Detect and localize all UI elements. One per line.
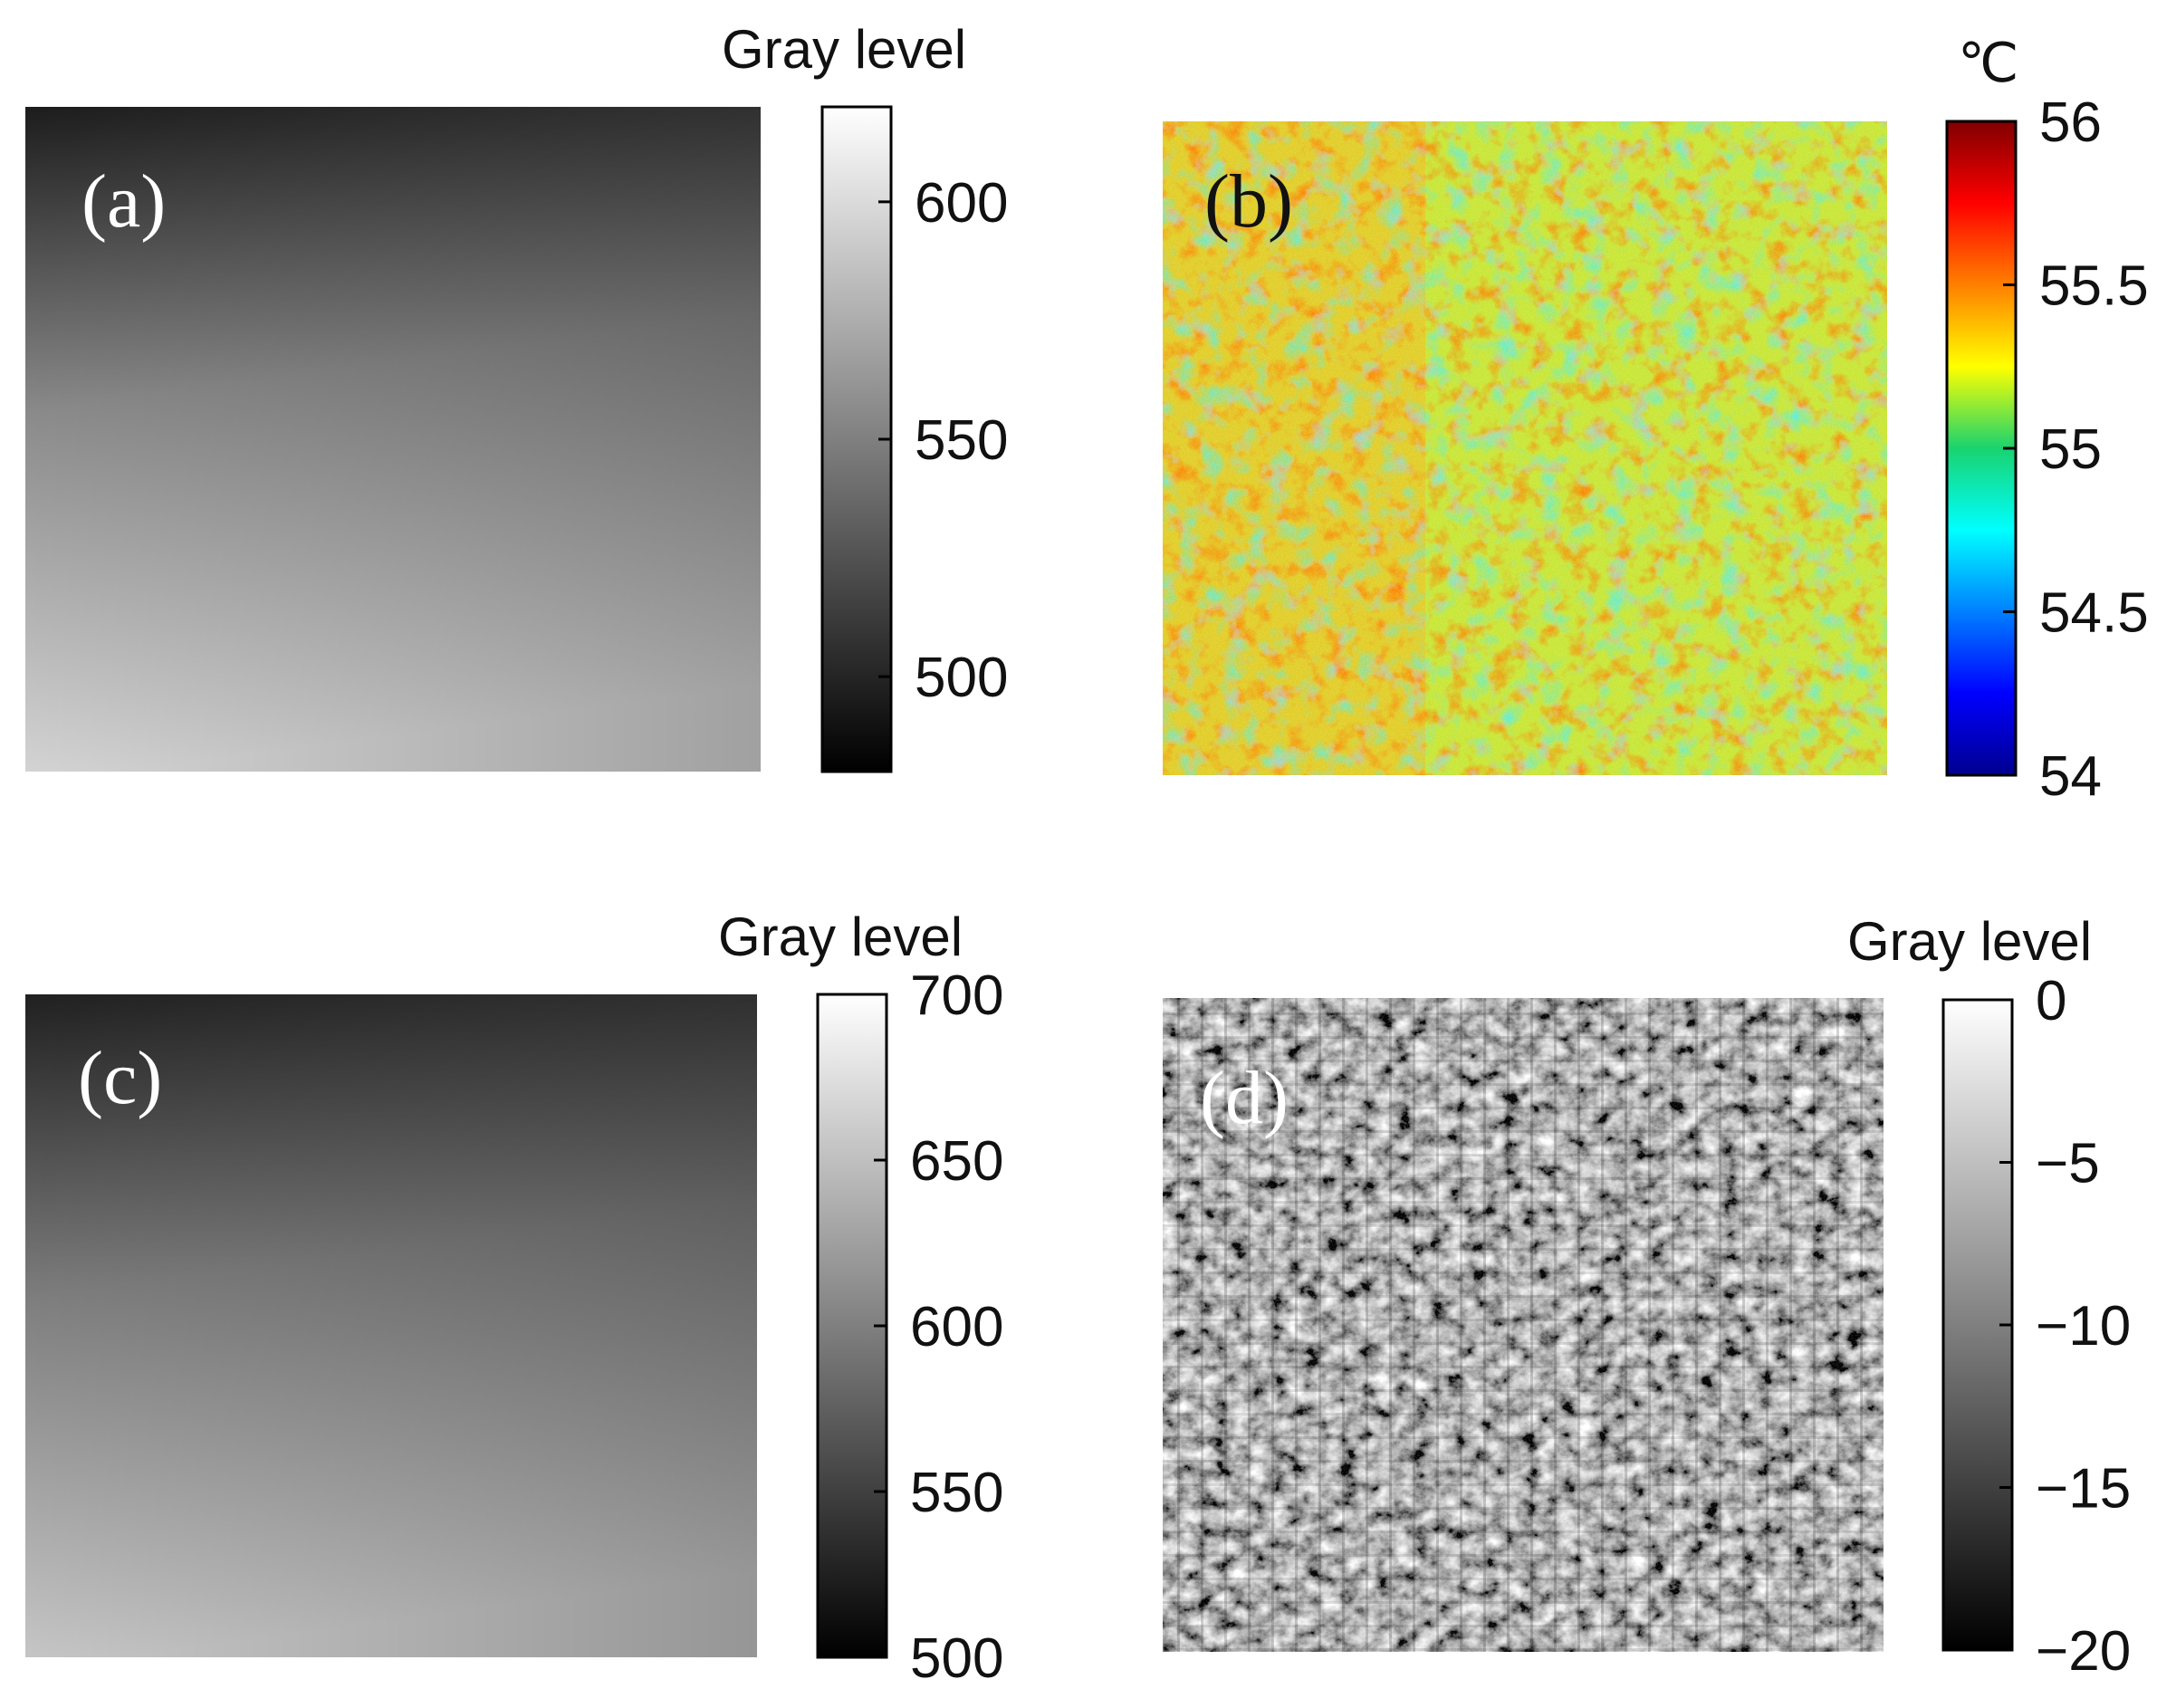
colorbar-tick-label: 550 — [915, 409, 1008, 472]
colorbar-tick-label: −5 — [2036, 1133, 2100, 1195]
panel-a-vignette — [25, 107, 761, 772]
colorbar-tick-label: 55 — [2039, 418, 2102, 481]
panel-d-grain — [1163, 998, 1884, 1652]
colorbar-d: Gray level 0 −5 −10 −15 −20 — [1847, 911, 2131, 1683]
colorbar-tick-label: 54 — [2039, 745, 2102, 808]
panel-b: (b) — [1163, 121, 1887, 775]
colorbar-c-ticks: 700 650 600 550 500 — [874, 964, 1003, 1690]
colorbar-tick-label: −15 — [2036, 1458, 2131, 1521]
colorbar-tick-label: 550 — [910, 1462, 1003, 1524]
colorbar-tick-label: 600 — [910, 1296, 1003, 1358]
colorbar-c-title: Gray level — [718, 907, 963, 967]
panel-c-label: (c) — [78, 1036, 162, 1120]
colorbar-b: ℃ 56 55.5 55 54.5 54 — [1945, 33, 2149, 808]
colorbar-tick-label: 500 — [910, 1627, 1003, 1690]
colorbar-a-title: Gray level — [722, 19, 966, 80]
colorbar-tick-label: 500 — [915, 647, 1008, 709]
panel-a: (a) — [25, 107, 761, 772]
colorbar-tick-label: 650 — [910, 1130, 1003, 1193]
colorbar-tick-label: −10 — [2036, 1295, 2131, 1358]
colorbar-a-ticks: 600 550 500 — [878, 172, 1008, 709]
colorbar-tick-label: 600 — [915, 172, 1008, 235]
panel-c: (c) — [25, 994, 757, 1657]
colorbar-tick-label: 55.5 — [2039, 255, 2149, 318]
panel-c-vignette — [25, 994, 757, 1657]
colorbar-c: Gray level 700 650 600 550 500 — [718, 907, 1003, 1690]
colorbar-tick-label: 56 — [2039, 91, 2102, 154]
colorbar-tick-label: −20 — [2036, 1620, 2131, 1683]
colorbar-d-ticks: 0 −5 −10 −15 −20 — [1999, 970, 2131, 1683]
colorbar-tick-label: 0 — [2036, 970, 2066, 1032]
colorbar-a: Gray level 600 550 500 — [722, 19, 1008, 773]
panel-d: (d) — [1163, 998, 1884, 1652]
colorbar-tick-label: 54.5 — [2039, 582, 2149, 645]
colorbar-b-ticks: 56 55.5 55 54.5 54 — [2003, 91, 2149, 808]
colorbar-d-title: Gray level — [1847, 911, 2092, 972]
panel-b-grain — [1163, 121, 1887, 775]
panel-d-label: (d) — [1200, 1056, 1289, 1140]
colorbar-tick-label: 700 — [910, 964, 1003, 1027]
panel-b-label: (b) — [1204, 159, 1293, 244]
colorbar-b-title: ℃ — [1958, 33, 2018, 93]
panel-a-label: (a) — [81, 159, 166, 244]
